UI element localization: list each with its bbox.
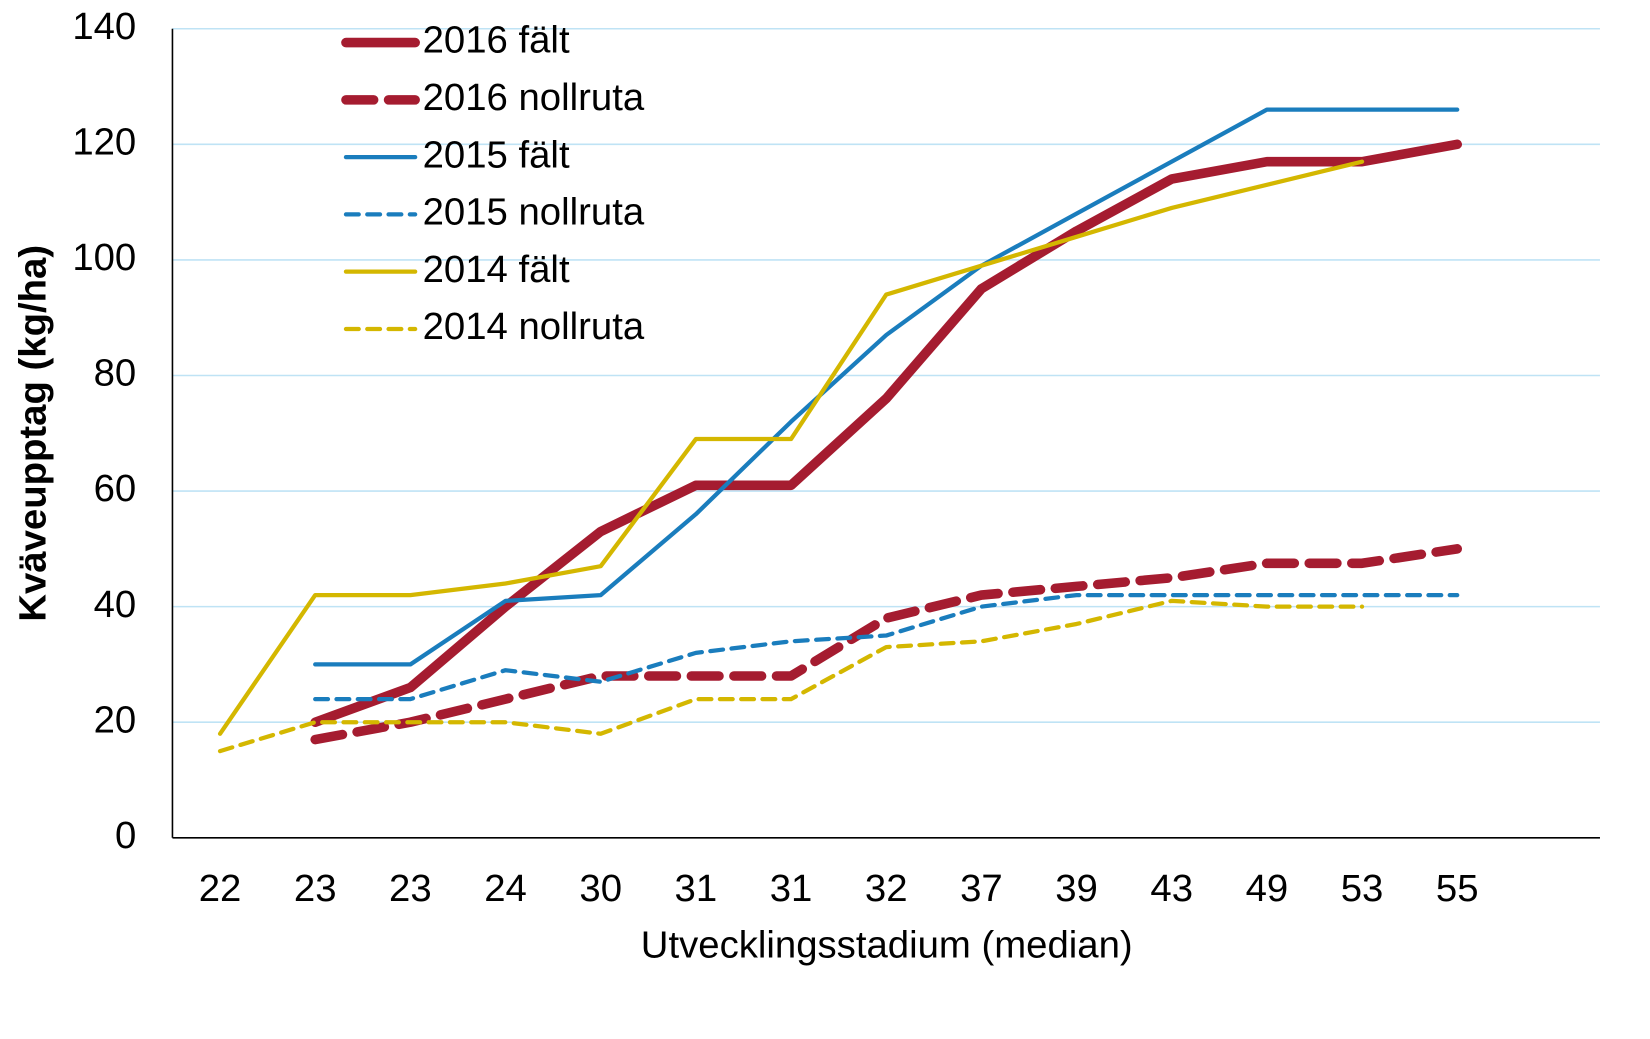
x-tick-label: 23 (389, 867, 432, 910)
series-line (217, 159, 1365, 736)
x-tick-label: 31 (770, 867, 813, 910)
y-tick-label: 60 (94, 467, 137, 510)
series-line (310, 544, 1463, 745)
x-axis-label: Utvecklingsstadium (median) (641, 924, 1133, 967)
y-tick-label: 120 (72, 120, 136, 163)
series-line (217, 598, 1365, 754)
legend-label: 2016 nollruta (423, 76, 645, 119)
x-tick-label: 22 (199, 867, 242, 910)
y-tick-label: 0 (115, 814, 136, 857)
legend-label: 2015 nollruta (423, 191, 645, 234)
series-line (313, 107, 1460, 667)
legend-label: 2016 fält (423, 19, 570, 62)
legend-label: 2014 fält (423, 248, 570, 291)
x-tick-label: 55 (1436, 867, 1479, 910)
x-tick-label: 31 (675, 867, 718, 910)
series-line (313, 592, 1460, 702)
x-tick-label: 32 (865, 867, 908, 910)
y-tick-label: 100 (72, 236, 136, 279)
x-tick-label: 43 (1150, 867, 1193, 910)
x-tick-label: 30 (579, 867, 622, 910)
legend-label: 2014 nollruta (423, 305, 645, 348)
x-tick-label: 53 (1341, 867, 1384, 910)
x-tick-label: 39 (1055, 867, 1098, 910)
y-tick-label: 40 (94, 583, 137, 626)
x-tick-label: 37 (960, 867, 1003, 910)
y-tick-label: 20 (94, 698, 137, 741)
y-tick-label: 80 (94, 352, 137, 395)
legend-label: 2015 fält (423, 133, 570, 176)
x-tick-label: 49 (1246, 867, 1289, 910)
x-tick-label: 24 (484, 867, 527, 910)
y-tick-label: 140 (72, 5, 136, 48)
y-axis-label: Kväveupptag (kg/ha) (11, 245, 54, 622)
series-line (310, 139, 1463, 728)
x-tick-label: 23 (294, 867, 337, 910)
